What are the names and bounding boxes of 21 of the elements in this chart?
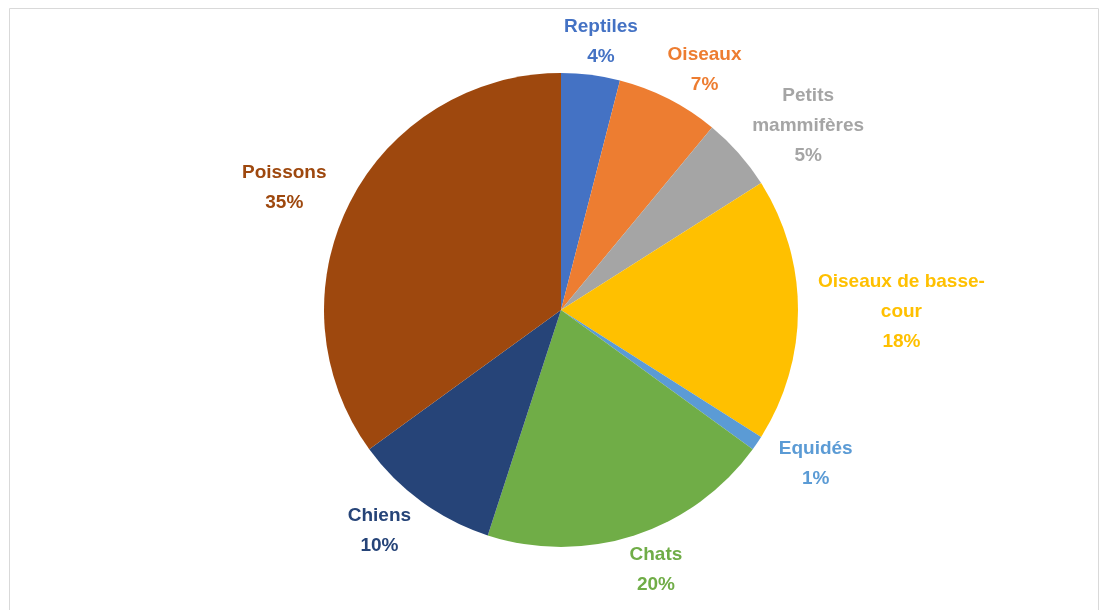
pie-slice [487,310,753,547]
slice-label: Chiens [347,504,412,526]
data-label: 18% [882,329,921,351]
slice-label: Reptiles [563,15,638,37]
slice-label: Oiseaux de basse-cour [818,269,985,321]
data-label: 4% [587,45,615,67]
slice-label: Chats [629,542,683,564]
slice-label: Oiseaux [667,42,742,64]
data-label: 1% [802,467,830,489]
slice-label: Poissons [242,161,327,183]
pie-slice [324,73,561,450]
slice-label: Petits mammifères [752,84,865,136]
pie-slice [561,73,620,310]
data-label: 20% [636,572,676,594]
data-label: 5% [794,144,822,166]
slice-label: Equidés [778,437,853,459]
data-label: 7% [690,72,719,94]
pie-slice [561,310,762,450]
data-label: 35% [265,191,304,213]
pie-slice [561,183,798,437]
data-label: 10% [360,534,399,556]
